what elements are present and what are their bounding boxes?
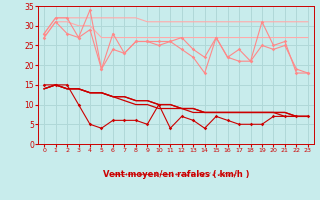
X-axis label: Vent moyen/en rafales ( km/h ): Vent moyen/en rafales ( km/h ) (103, 170, 249, 179)
Text: ←←→←←←←←↓←←↓←↙↙←↙↙↙↙↙↙↙↙: ←←→←←←←←↓←←↓←↙↙←↙↙↙↙↙↙↙↙ (113, 172, 239, 177)
